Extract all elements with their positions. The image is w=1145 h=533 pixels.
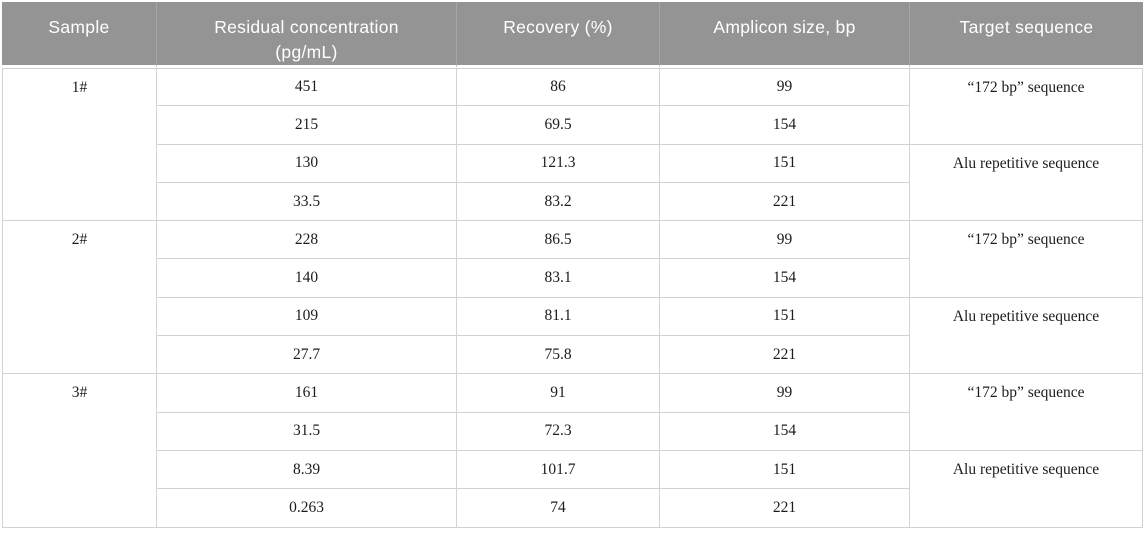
recovery-cell: 74	[457, 489, 660, 528]
residual-cell: 33.5	[157, 182, 457, 222]
recovery-cell: 101.7	[457, 450, 660, 490]
header-cell-sample: Sample	[2, 2, 157, 68]
residual-cell: 130	[157, 144, 457, 183]
recovery-cell: 83.2	[457, 182, 660, 222]
target-cell: “172 bp” sequence	[910, 221, 1143, 298]
residual-cell: 215	[157, 106, 457, 145]
table-row: 109 81.1 151 Alu repetitive sequence	[2, 297, 1143, 375]
target-cell: Alu repetitive sequence	[910, 144, 1143, 222]
residual-cell: 451	[157, 68, 457, 107]
amplicon-cell: 151	[660, 144, 910, 183]
amplicon-cell: 99	[660, 68, 910, 107]
target-cell: “172 bp” sequence	[910, 68, 1143, 145]
table-row: 130 121.3 151 Alu repetitive sequence	[2, 144, 1143, 222]
residual-cell: 8.39	[157, 450, 457, 490]
residual-cell: 140	[157, 259, 457, 298]
recovery-cell: 69.5	[457, 106, 660, 145]
amplicon-cell: 99	[660, 221, 910, 260]
target-cell: Alu repetitive sequence	[910, 297, 1143, 375]
table-row: 3# 161 91 99 “172 bp” sequence	[2, 374, 1143, 528]
header-cell-amplicon: Amplicon size, bp	[660, 2, 910, 68]
amplicon-cell: 99	[660, 374, 910, 413]
amplicon-cell: 221	[660, 489, 910, 528]
table-row: 2# 228 86.5 99 “172 bp” sequence	[2, 221, 1143, 375]
recovery-cell: 86	[457, 68, 660, 107]
sample-cell: 3#	[2, 374, 157, 528]
amplicon-cell: 151	[660, 450, 910, 490]
table-row: 8.39 101.7 151 Alu repetitive sequence	[2, 450, 1143, 528]
table-row: 140 83.1 154	[2, 259, 1143, 298]
amplicon-cell: 221	[660, 336, 910, 375]
recovery-cell: 91	[457, 374, 660, 413]
amplicon-cell: 154	[660, 259, 910, 298]
header-cell-recovery: Recovery (%)	[457, 2, 660, 68]
table-row: 27.7 75.8 221	[2, 336, 1143, 375]
recovery-cell: 121.3	[457, 144, 660, 183]
target-cell: Alu repetitive sequence	[910, 450, 1143, 528]
residual-cell: 27.7	[157, 336, 457, 375]
table-row: 31.5 72.3 154	[2, 412, 1143, 451]
sample-cell: 1#	[2, 68, 157, 222]
residual-cell: 228	[157, 221, 457, 260]
amplicon-cell: 221	[660, 182, 910, 222]
header-cell-target: Target sequence	[910, 2, 1143, 68]
recovery-cell: 83.1	[457, 259, 660, 298]
residual-cell: 31.5	[157, 412, 457, 451]
table-row: 215 69.5 154	[2, 106, 1143, 145]
recovery-cell: 81.1	[457, 297, 660, 337]
table-row: 1# 451 86 99 “172 bp” sequence	[2, 68, 1143, 222]
residual-cell: 109	[157, 297, 457, 337]
recovery-cell: 86.5	[457, 221, 660, 260]
residual-cell: 161	[157, 374, 457, 413]
header-cell-residual: Residual concentration (pg/mL)	[157, 2, 457, 68]
amplicon-cell: 154	[660, 412, 910, 451]
header-row: Sample Residual concentration (pg/mL) Re…	[2, 2, 1143, 68]
recovery-cell: 75.8	[457, 336, 660, 375]
amplicon-cell: 154	[660, 106, 910, 145]
table-row: 0.263 74 221	[2, 489, 1143, 528]
recovery-cell: 72.3	[457, 412, 660, 451]
table-row: 33.5 83.2 221	[2, 182, 1143, 222]
sample-cell: 2#	[2, 221, 157, 375]
target-cell: “172 bp” sequence	[910, 374, 1143, 451]
amplicon-cell: 151	[660, 297, 910, 337]
residual-cell: 0.263	[157, 489, 457, 528]
